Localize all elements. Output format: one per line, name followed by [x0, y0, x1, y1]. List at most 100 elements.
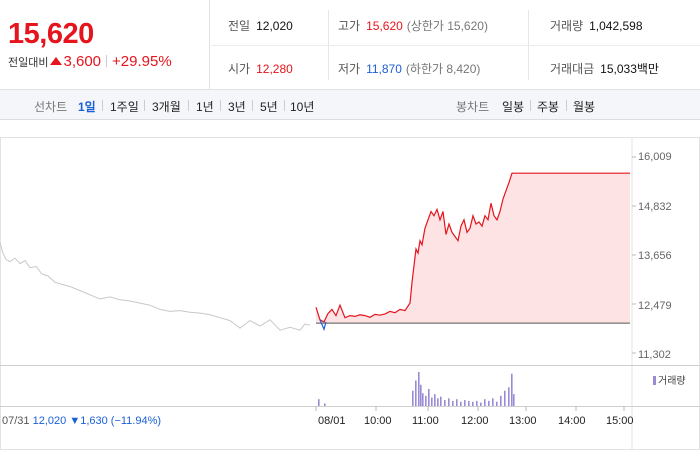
volume-swatch: [653, 376, 656, 385]
volume-bar: [318, 399, 320, 406]
divider: [211, 45, 700, 46]
open-price: 시가 12,280: [228, 60, 293, 77]
divider: [102, 100, 103, 111]
x-tick-label: 10:00: [364, 415, 392, 427]
prev-close-value: 12,020: [256, 19, 293, 33]
tab-weekly-candle[interactable]: 주봉: [537, 100, 560, 114]
volume-bar: [448, 398, 450, 406]
y-tick-label: 11,302: [638, 349, 671, 361]
tab-monthly-candle[interactable]: 월봉: [573, 100, 596, 114]
divider: [188, 100, 189, 111]
low-price: 저가 11,870 (하한가 8,420): [338, 60, 480, 77]
prev-date: 07/31: [2, 415, 30, 427]
tab-daily-candle[interactable]: 일봉: [502, 100, 525, 114]
today-low-segment: [319, 319, 327, 332]
tab-3year[interactable]: 3년: [228, 100, 246, 114]
volume-bar: [420, 384, 422, 406]
divider: [144, 100, 145, 111]
prev-close-label: 전일: [228, 19, 251, 33]
divider: [220, 100, 221, 111]
change-percent: +29.95%: [112, 53, 172, 70]
volume-legend: 거래량: [653, 372, 686, 387]
volume-bar: [460, 401, 462, 406]
volume-bar: [500, 395, 502, 406]
change-row: 전일대비 3,600 +29.95%: [8, 53, 172, 70]
change-label: 전일대비: [8, 57, 49, 69]
high-price: 고가 15,620 (상한가 15,620): [338, 17, 488, 34]
tab-10year[interactable]: 10년: [290, 100, 315, 114]
volume: 거래량 1,042,598: [550, 17, 643, 34]
previous-day-note: 07/31 12,020 ▼1,630 (−11.94%): [2, 415, 161, 427]
chart-canvas: [0, 137, 700, 450]
volume-label: 거래량: [550, 19, 584, 33]
x-tick-label: 13:00: [509, 415, 537, 427]
up-arrow-icon: [50, 57, 63, 65]
open-label: 시가: [228, 62, 251, 76]
divider: [252, 100, 253, 111]
volume-bar: [422, 393, 424, 406]
previous-day-line: [0, 242, 311, 331]
volume-bar: [484, 399, 486, 406]
high-label: 고가: [338, 19, 361, 33]
amount-value: 15,033: [600, 62, 637, 76]
volume-bar: [464, 400, 466, 406]
candle-chart-label: 봉차트: [456, 100, 490, 114]
volume-legend-label: 거래량: [658, 376, 686, 387]
tab-1day[interactable]: 1일: [78, 100, 96, 114]
x-tick-label: 15:00: [606, 415, 634, 427]
price-box: 15,620 전일대비 3,600 +29.95%: [0, 0, 210, 90]
tab-5year[interactable]: 5년: [260, 100, 278, 114]
prev-percent: (−11.94%): [110, 415, 162, 427]
quote-header: 15,620 전일대비 3,600 +29.95% 전일 12,020 고가 15,62…: [0, 0, 700, 90]
divider: [106, 55, 108, 67]
divider: [530, 100, 531, 111]
volume-bar: [412, 390, 414, 406]
tab-1week[interactable]: 1주일: [110, 100, 139, 114]
lower-limit: (하한가 8,420): [405, 62, 481, 76]
volume-bar: [476, 400, 478, 406]
amount-label: 거래대금: [550, 62, 595, 76]
x-tick-label: 11:00: [412, 415, 439, 427]
divider: [284, 100, 285, 111]
change-value: 3,600: [63, 53, 102, 70]
prev-price: 12,020: [32, 415, 67, 427]
x-tick-label: 14:00: [558, 415, 586, 427]
high-value: 15,620: [366, 19, 403, 33]
volume-bar: [324, 403, 326, 406]
volume-bar: [468, 400, 470, 406]
volume-bar: [452, 400, 454, 406]
y-tick-label: 13,656: [638, 250, 672, 262]
volume-bar: [511, 373, 513, 406]
divider: [566, 100, 567, 111]
volume-bar: [480, 402, 482, 406]
x-tick-label: 12:00: [461, 415, 489, 427]
volume-bar: [508, 387, 510, 406]
volume-bar: [513, 394, 515, 406]
volume-bar: [504, 390, 506, 406]
volume-bar: [444, 400, 446, 406]
today-price-line: [315, 172, 630, 323]
tab-1year[interactable]: 1년: [196, 100, 214, 114]
low-value: 11,870: [366, 62, 402, 76]
prev-close: 전일 12,020: [228, 17, 293, 34]
y-tick-label: 12,479: [638, 300, 672, 312]
volume-bar: [456, 399, 458, 406]
line-chart-label: 선차트: [34, 100, 68, 114]
volume-value: 1,042,598: [589, 19, 643, 33]
volume-bar: [440, 396, 442, 406]
volume-bar: [428, 389, 430, 406]
current-price: 15,620: [8, 18, 94, 50]
volume-bar: [492, 398, 494, 406]
volume-bar: [431, 397, 433, 406]
low-label: 저가: [338, 62, 361, 76]
chart-period-tabs: 선차트 1일 1주일 3개월 1년 3년 5년 10년 봉차트 일봉 주봉 월봉: [0, 90, 700, 120]
today-area-fill: [316, 173, 630, 324]
volume-bar: [415, 380, 417, 406]
volume-bar: [425, 395, 427, 406]
volume-bar: [488, 400, 490, 406]
y-tick-label: 14,832: [638, 201, 672, 213]
trade-amount: 거래대금 15,033백만: [550, 60, 659, 77]
price-chart[interactable]: [0, 120, 700, 450]
tab-3month[interactable]: 3개월: [152, 100, 181, 114]
volume-bar: [472, 401, 474, 406]
